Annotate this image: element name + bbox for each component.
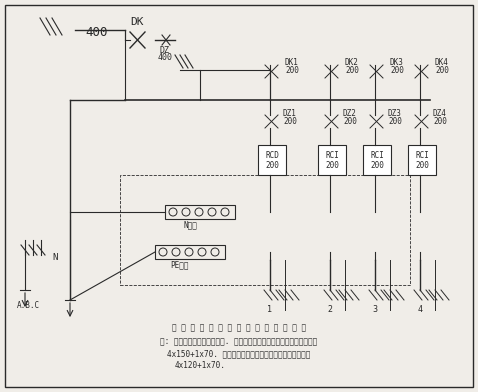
Text: 200: 200 xyxy=(433,116,447,125)
Text: 2: 2 xyxy=(327,305,333,314)
Text: A.B.C: A.B.C xyxy=(17,301,40,310)
Text: 200: 200 xyxy=(345,65,359,74)
Bar xyxy=(258,145,286,175)
Text: 200: 200 xyxy=(435,65,449,74)
Text: 3: 3 xyxy=(372,305,378,314)
Text: 400: 400 xyxy=(157,53,173,62)
Text: 4x150+1x70. 总配电箱连接各分配箱的电缆为橡套软电缆: 4x150+1x70. 总配电箱连接各分配箱的电缆为橡套软电缆 xyxy=(167,350,311,359)
Text: RCI: RCI xyxy=(415,151,429,160)
Text: 1: 1 xyxy=(268,305,272,314)
Text: 200: 200 xyxy=(343,116,357,125)
Text: DZ4: DZ4 xyxy=(433,109,447,118)
Bar xyxy=(165,205,235,219)
Text: DK2: DK2 xyxy=(345,58,359,67)
Text: 200: 200 xyxy=(285,65,299,74)
Text: 200: 200 xyxy=(415,160,429,169)
Text: 4: 4 xyxy=(417,305,423,314)
Text: DK1: DK1 xyxy=(285,58,299,67)
Text: DZ1: DZ1 xyxy=(283,109,297,118)
Text: RCI: RCI xyxy=(370,151,384,160)
Text: DZ3: DZ3 xyxy=(388,109,402,118)
Text: 200: 200 xyxy=(325,160,339,169)
Bar xyxy=(363,145,391,175)
Text: N母排: N母排 xyxy=(183,221,197,229)
Text: RCD: RCD xyxy=(265,151,279,160)
Bar xyxy=(318,145,346,175)
Text: 200: 200 xyxy=(265,160,279,169)
Text: RCI: RCI xyxy=(325,151,339,160)
Text: DK3: DK3 xyxy=(390,58,404,67)
Text: DZ2: DZ2 xyxy=(343,109,357,118)
Text: 200: 200 xyxy=(388,116,402,125)
Bar xyxy=(408,145,436,175)
Bar xyxy=(155,245,225,259)
Text: DK4: DK4 xyxy=(435,58,449,67)
Text: DZ: DZ xyxy=(160,45,170,54)
Text: 总 配 电 箱 及 分 路 漏 电 保 护 器 系 统 图: 总 配 电 箱 及 分 路 漏 电 保 护 器 系 统 图 xyxy=(172,323,306,332)
Bar xyxy=(120,175,410,285)
Text: PE母排: PE母排 xyxy=(171,261,189,270)
Text: 200: 200 xyxy=(390,65,404,74)
Text: 400: 400 xyxy=(85,25,108,38)
Text: 注: 上图为总配电箱前接线图. 由电源接入总配电箱的电缆为橡套软电缆: 注: 上图为总配电箱前接线图. 由电源接入总配电箱的电缆为橡套软电缆 xyxy=(161,338,317,347)
Text: 200: 200 xyxy=(283,116,297,125)
Text: 200: 200 xyxy=(370,160,384,169)
Text: N: N xyxy=(52,254,58,263)
Text: DK: DK xyxy=(130,17,143,27)
Text: 4x120+1x70.: 4x120+1x70. xyxy=(175,361,226,370)
